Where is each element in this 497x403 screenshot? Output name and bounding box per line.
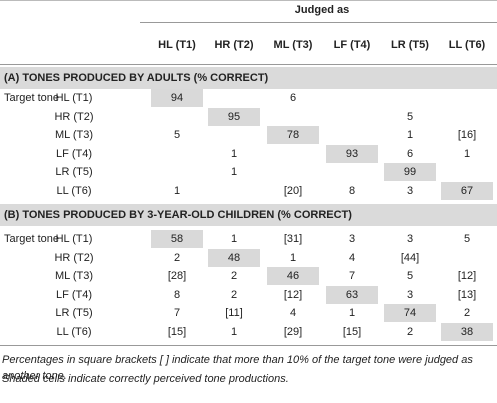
tone-label: ML (T3) [54,270,94,283]
cell: [16] [457,129,477,142]
cell: 95 [227,110,241,123]
shaded-cell [151,89,203,107]
cell: 67 [460,185,474,197]
column-header: LR (T5) [391,39,429,51]
cell: [13] [457,288,477,301]
cell: [15] [342,326,362,338]
cell: 5 [463,233,471,245]
tone-label: LF (T4) [55,147,93,160]
tone-label: LR (T5) [55,307,93,320]
shaded-cell [384,304,436,323]
cell: [11] [225,307,243,320]
cell: 3 [348,233,356,245]
cell: 4 [348,251,356,264]
cell: 2 [463,307,471,320]
tone-label: HL (T1) [55,233,93,245]
cell: 7 [348,270,356,283]
cell: 4 [289,307,297,320]
tone-label: LF (T4) [55,288,93,301]
tone-label: LL (T6) [56,326,92,338]
cell: 1 [406,129,414,142]
shaded-cell [267,267,319,286]
section-bar [0,67,497,89]
cell: 1 [230,326,238,338]
cell: 7 [173,307,181,320]
tone-label: HR (T2) [54,251,94,264]
cell: 58 [170,233,184,245]
shaded-cell [441,182,493,200]
rule [0,64,497,65]
column-header: ML (T3) [273,39,313,51]
cell: 74 [403,307,417,320]
cell: 48 [227,251,241,264]
tone-label: ML (T3) [54,129,94,142]
cell: 1 [230,147,238,160]
cell: 38 [460,326,474,338]
cell: 93 [345,147,359,160]
footnote: Percentages in square brackets [ ] indic… [2,354,473,382]
cell: 6 [289,92,297,104]
cell: 78 [286,129,300,142]
cell: 1 [173,185,181,197]
cell: [44] [400,251,420,264]
cell: [20] [283,185,303,197]
cell: [31] [283,233,303,245]
cell: 46 [286,270,300,283]
cell: 1 [289,251,297,264]
section-title: (A) TONES PRODUCED BY ADULTS (% CORRECT) [4,72,269,84]
shaded-cell [384,163,436,182]
tone-label: HL (T1) [55,92,93,104]
cell: [12] [457,270,477,283]
rule [0,345,497,346]
cell: [12] [283,288,303,301]
section-bar [0,204,497,226]
cell: 99 [403,166,417,179]
cell: 1 [463,147,471,160]
cell: 5 [406,110,414,123]
cell: 3 [406,233,414,245]
cell: [28] [167,270,187,283]
cell: 1 [230,166,238,179]
tone-label: LL (T6) [56,185,92,197]
cell: 8 [173,288,181,301]
cell: 5 [173,129,181,142]
cell: [15] [167,326,187,338]
cell: 94 [170,92,184,104]
rule [0,0,497,1]
tone-label: HR (T2) [54,110,94,123]
cell: 63 [345,288,359,301]
cell: 2 [230,288,238,301]
column-header: HL (T1) [158,39,196,51]
column-header: HR (T2) [214,39,254,51]
shaded-cell [267,126,319,145]
cell: 8 [348,185,356,197]
shaded-cell [208,248,260,267]
shaded-cell [441,323,493,341]
shaded-cell [208,107,260,126]
cell: 6 [406,147,414,160]
footnote: Shaded cells indicate correctly perceive… [2,373,289,385]
shaded-cell [326,285,378,304]
cell: [29] [283,326,303,338]
shaded-cell [151,230,203,248]
column-header: LF (T4) [333,39,371,51]
cell: 1 [230,233,238,245]
cell: 3 [406,185,414,197]
cell: 2 [173,251,181,264]
rule [140,22,497,23]
section-title: (B) TONES PRODUCED BY 3-YEAR-OLD CHILDRE… [4,209,352,221]
cell: 3 [406,288,414,301]
header-title: Judged as [294,4,350,16]
cell: 2 [406,326,414,338]
column-header: LL (T6) [448,39,486,51]
row-group-label: Target tone [4,92,60,104]
row-group-label: Target tone [4,233,60,245]
cell: 1 [348,307,356,320]
cell: 5 [406,270,414,283]
tone-label: LR (T5) [55,166,93,179]
shaded-cell [326,144,378,163]
cell: 2 [230,270,238,283]
